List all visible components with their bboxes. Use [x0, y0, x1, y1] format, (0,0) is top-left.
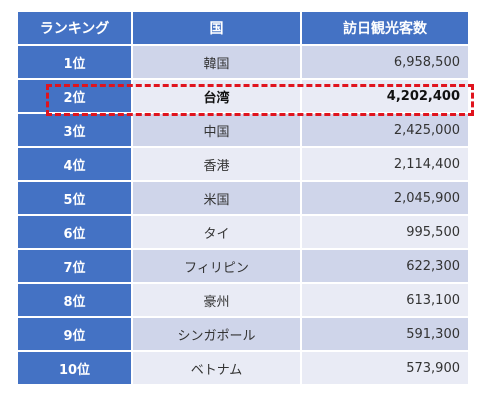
row-10-country: ベトナム	[133, 352, 302, 386]
row-9-country: シンガポール	[133, 318, 302, 352]
row-5-country: 米国	[133, 182, 302, 216]
header-ranking: ランキング	[18, 12, 133, 46]
row-2-country: 台湾	[133, 80, 302, 114]
row-2-rank: 2位	[18, 80, 133, 114]
row-6-country: タイ	[133, 216, 302, 250]
row-9-visitors: 591,300	[302, 318, 468, 352]
row-1-country: 韓国	[133, 46, 302, 80]
row-4-visitors: 2,114,400	[302, 148, 468, 182]
row-7-country: フィリピン	[133, 250, 302, 284]
row-1-rank: 1位	[18, 46, 133, 80]
row-3-country: 中国	[133, 114, 302, 148]
row-2-visitors: 4,202,400	[302, 80, 468, 114]
row-5-rank: 5位	[18, 182, 133, 216]
row-9-rank: 9位	[18, 318, 133, 352]
row-6-rank: 6位	[18, 216, 133, 250]
row-5-visitors: 2,045,900	[302, 182, 468, 216]
ranking-table: ランキング 国 訪日観光客数 1位 韓国 6,958,500 2位 台湾 4,2…	[18, 12, 468, 386]
header-country: 国	[133, 12, 302, 46]
row-8-country: 豪州	[133, 284, 302, 318]
header-visitors: 訪日観光客数	[302, 12, 468, 46]
row-3-visitors: 2,425,000	[302, 114, 468, 148]
row-8-rank: 8位	[18, 284, 133, 318]
row-8-visitors: 613,100	[302, 284, 468, 318]
row-10-visitors: 573,900	[302, 352, 468, 386]
row-6-visitors: 995,500	[302, 216, 468, 250]
row-1-visitors: 6,958,500	[302, 46, 468, 80]
row-4-country: 香港	[133, 148, 302, 182]
row-7-visitors: 622,300	[302, 250, 468, 284]
row-4-rank: 4位	[18, 148, 133, 182]
row-10-rank: 10位	[18, 352, 133, 386]
row-3-rank: 3位	[18, 114, 133, 148]
row-7-rank: 7位	[18, 250, 133, 284]
